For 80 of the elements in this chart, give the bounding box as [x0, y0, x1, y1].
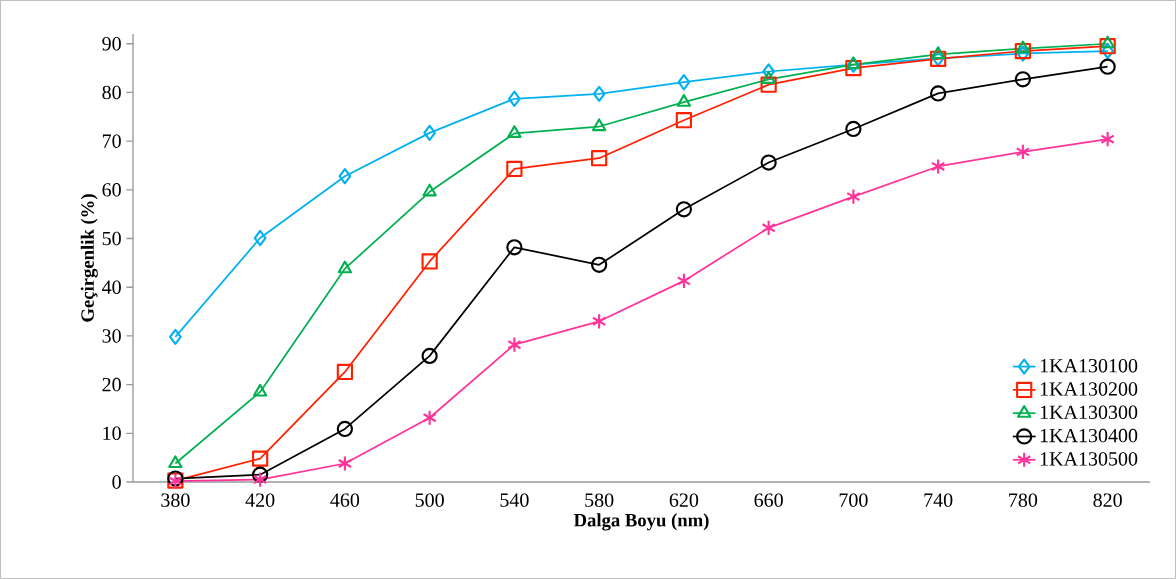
point [336, 420, 354, 438]
point [592, 85, 606, 103]
x-tick-label: 580 [585, 493, 614, 507]
x-tick-label: 540 [500, 493, 529, 507]
point [761, 219, 776, 236]
x-tick-label: 500 [415, 493, 444, 507]
y-axis-title: Geçirgenlik (%) [80, 194, 98, 322]
y-tick-label: 70 [102, 134, 121, 148]
y-tick-label: 40 [102, 280, 121, 294]
point [591, 256, 608, 273]
x-tick-label: 660 [754, 493, 783, 507]
point [1100, 131, 1115, 148]
point [506, 160, 523, 178]
point [760, 76, 777, 93]
point [761, 71, 776, 84]
x-tick-label: 820 [1093, 493, 1122, 507]
x-axis-title: Dalga Boyu (nm) [573, 513, 709, 531]
x-tick-label: 620 [669, 493, 699, 507]
point [253, 229, 267, 247]
point [252, 471, 268, 488]
legend-label: 1KA130100 [1040, 358, 1138, 373]
point [252, 450, 269, 467]
legend-label: 1KA130300 [1040, 405, 1138, 420]
point [675, 112, 693, 129]
point [337, 260, 353, 274]
point [591, 313, 607, 330]
point [930, 85, 947, 102]
point [252, 466, 269, 483]
point [1014, 71, 1032, 88]
point [336, 363, 354, 381]
y-tick-label: 50 [102, 231, 121, 246]
point [1101, 42, 1115, 60]
legend-label: 1KA130500 [1040, 452, 1138, 466]
point [930, 46, 946, 60]
point [421, 253, 438, 270]
y-tick-label: 80 [102, 85, 121, 100]
point [676, 94, 692, 107]
point [508, 90, 521, 107]
y-tick-label: 30 [102, 329, 121, 343]
point [760, 154, 777, 171]
point [168, 455, 183, 469]
point [1015, 40, 1031, 54]
point [506, 239, 523, 256]
point [1100, 35, 1115, 49]
x-tick-label: 780 [1009, 493, 1038, 507]
x-tick-label: 700 [839, 493, 868, 507]
y-tick-label: 20 [102, 377, 121, 392]
legend-label: 1KA130200 [1040, 382, 1138, 396]
y-tick-label: 60 [102, 183, 121, 197]
point [1015, 143, 1031, 160]
point [677, 74, 691, 91]
point [845, 59, 862, 77]
point [422, 409, 437, 426]
x-tick-label: 420 [245, 493, 275, 507]
point [846, 188, 861, 205]
point [507, 125, 522, 138]
point [338, 168, 352, 185]
x-tick-label: 740 [924, 493, 953, 507]
point [1099, 38, 1116, 55]
point [252, 383, 268, 397]
point [762, 63, 776, 80]
point [676, 272, 692, 290]
point [930, 158, 946, 175]
point [845, 120, 862, 138]
point [423, 124, 437, 141]
point [169, 328, 182, 346]
point [422, 183, 437, 197]
point [591, 118, 607, 132]
x-tick-label: 460 [330, 493, 360, 507]
y-tick-label: 90 [102, 37, 121, 51]
point [1099, 58, 1116, 75]
point [591, 150, 608, 167]
legend-label: 1KA130400 [1040, 428, 1138, 443]
point [507, 336, 522, 353]
point [337, 455, 353, 472]
y-tick-label: 10 [103, 426, 121, 441]
x-tick-label: 380 [161, 493, 190, 507]
y-tick-label: 0 [112, 475, 121, 489]
point [675, 201, 693, 218]
point [421, 347, 438, 365]
